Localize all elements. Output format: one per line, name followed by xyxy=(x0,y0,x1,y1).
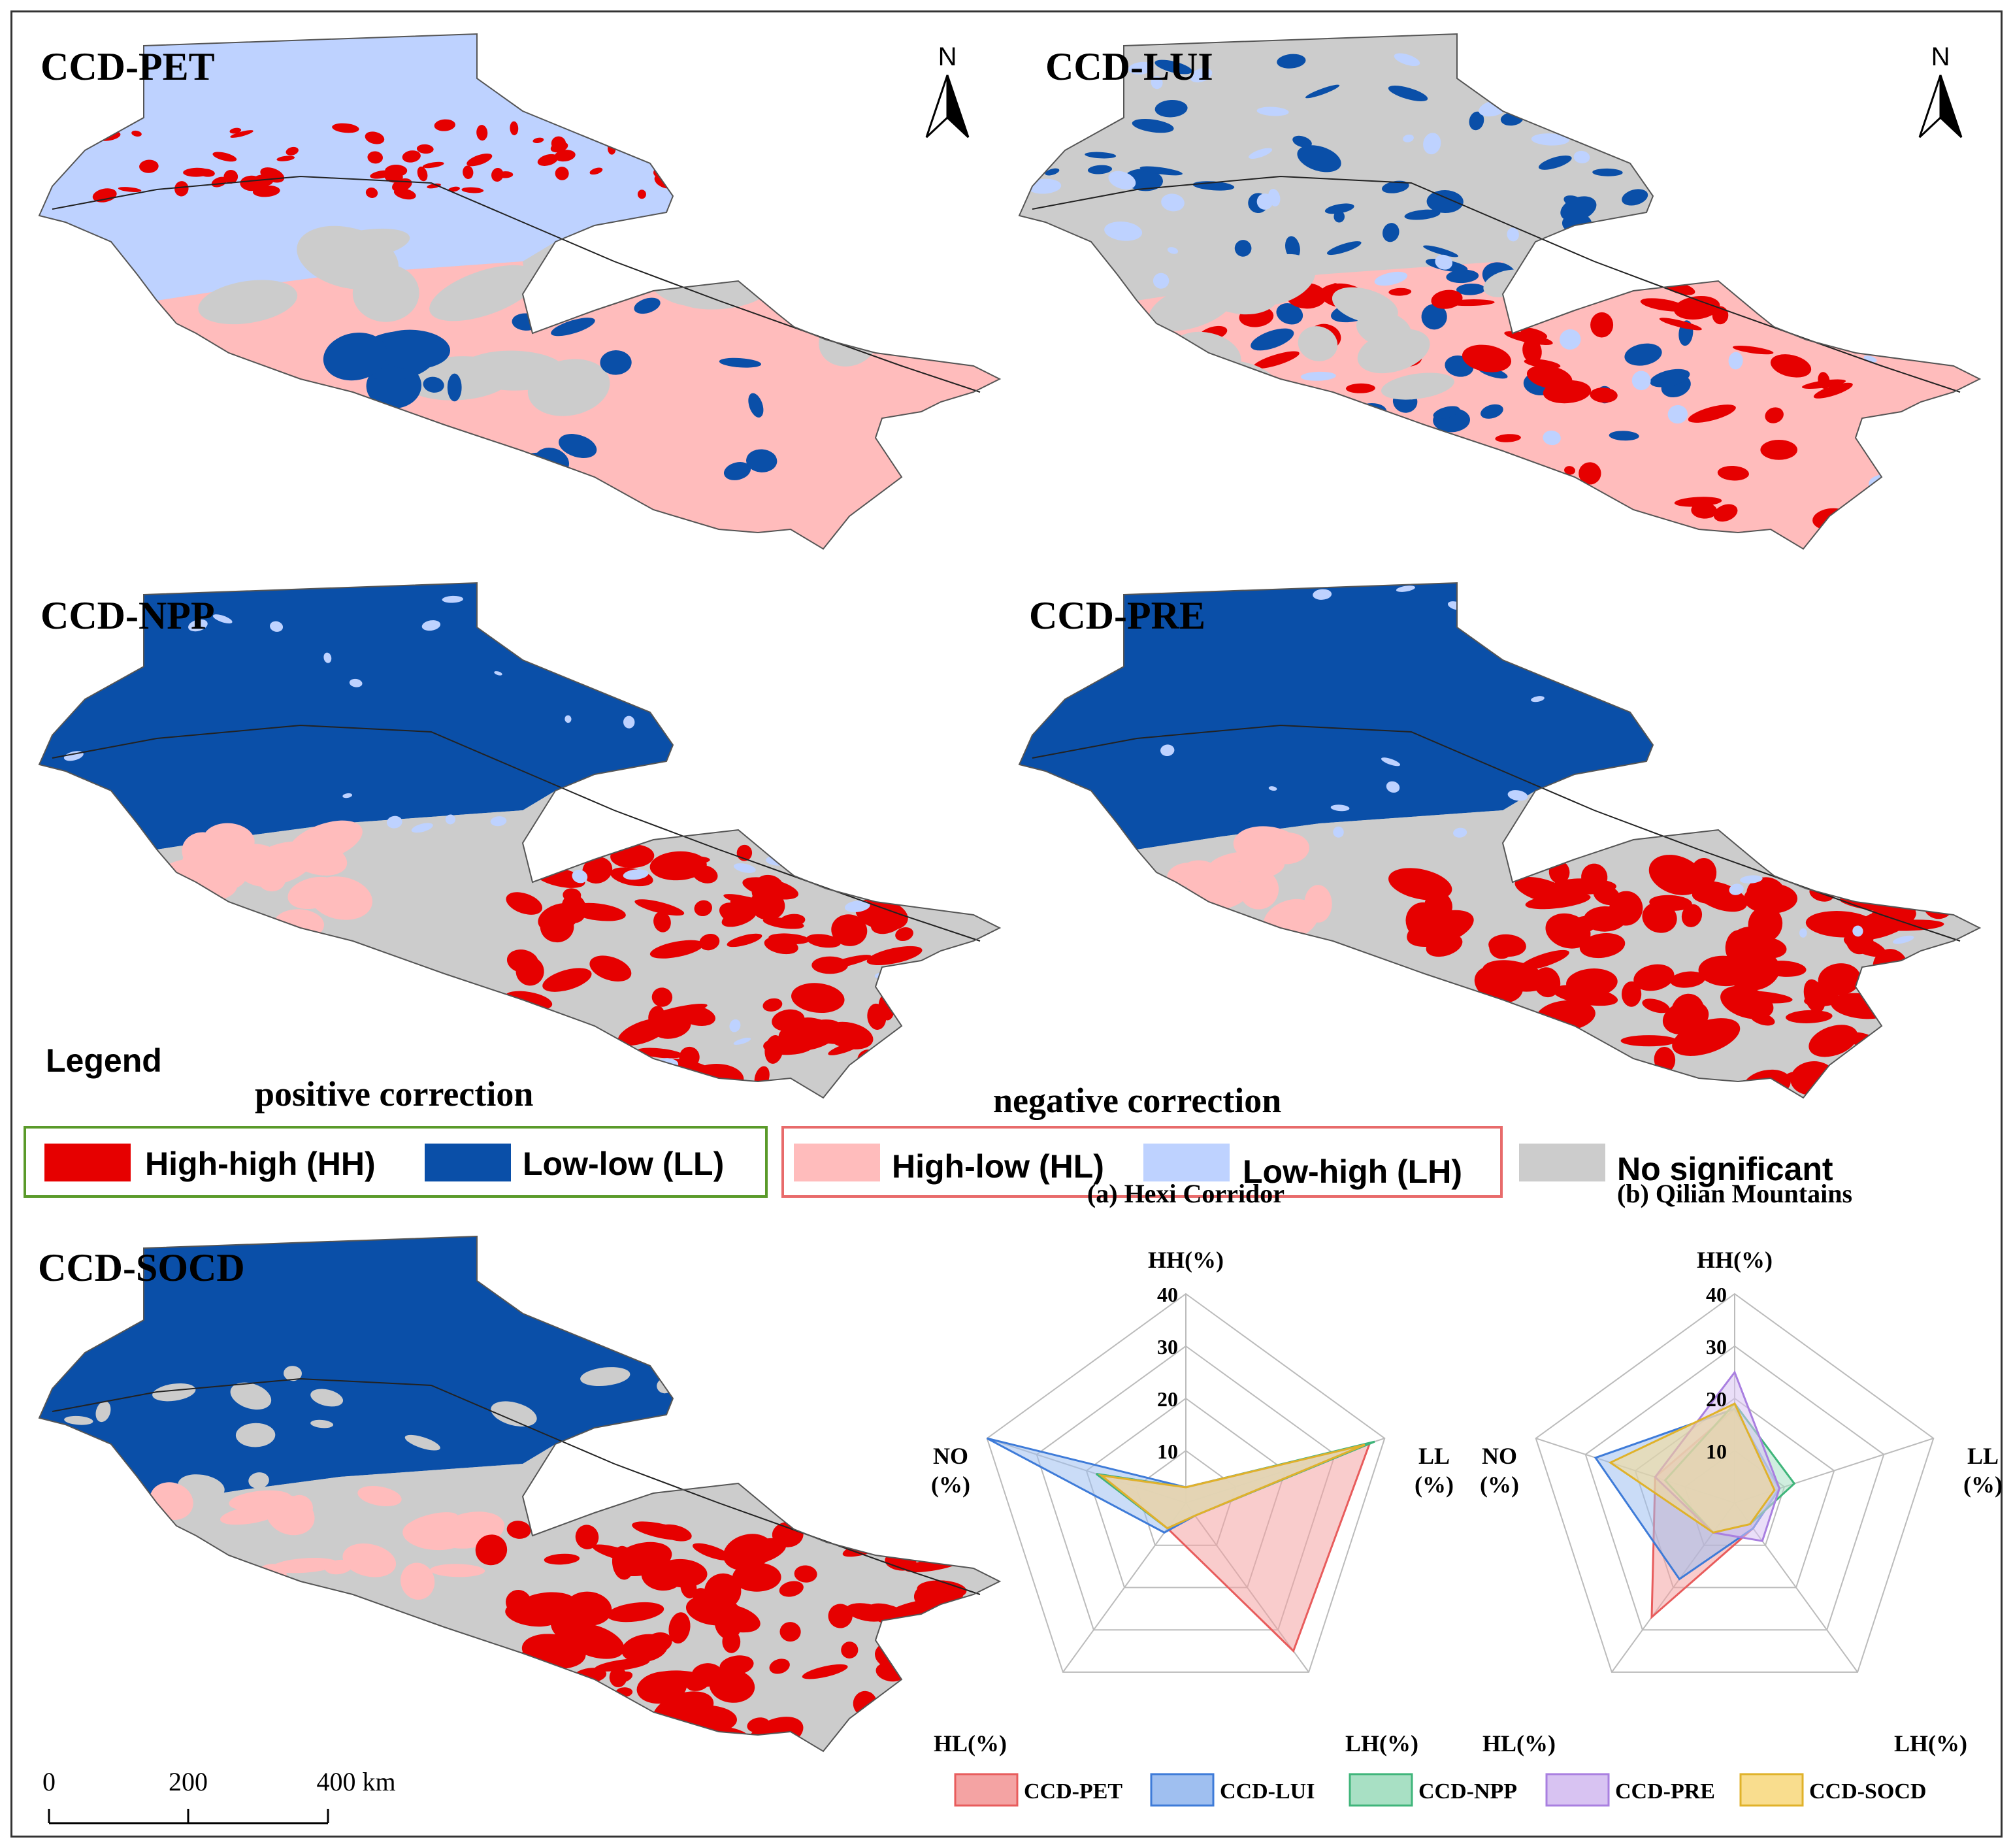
radar-legend-label: CCD-LUI xyxy=(1220,1779,1315,1804)
radar-legend-label: CCD-SOCD xyxy=(1809,1779,1926,1804)
radar-grid-ring xyxy=(1036,1345,1336,1631)
north-arrow-icon: N xyxy=(925,42,970,139)
legend-label-hl: High-low (HL) xyxy=(892,1148,1104,1185)
scale-label-400: 400 km xyxy=(316,1767,395,1796)
scale-label-200: 200 xyxy=(169,1767,208,1796)
legend-label-hh: High-high (HH) xyxy=(145,1146,376,1182)
map-title-ccd-pre: CCD-PRE xyxy=(1029,594,1205,637)
map-ccd-npp xyxy=(38,582,1002,1099)
map-ccd-pet xyxy=(38,33,1002,550)
legend: Legend positive correction negative corr… xyxy=(24,1042,1833,1198)
radar-legend-label: CCD-PET xyxy=(1024,1779,1122,1804)
map-title-ccd-npp: CCD-NPP xyxy=(41,594,215,637)
radar-series-ccd-socd xyxy=(1608,1402,1776,1534)
radar-tick-label: 10 xyxy=(1157,1440,1178,1463)
radar-grid-ring xyxy=(1584,1345,1885,1631)
positive-correction-label: positive correction xyxy=(255,1074,533,1114)
map-ccd-socd xyxy=(38,1235,1002,1753)
radar-legend-swatch xyxy=(1739,1773,1804,1807)
radar-legend-swatch xyxy=(954,1773,1019,1807)
legend-label-ll: Low-low (LL) xyxy=(523,1146,724,1182)
map-ccd-lui xyxy=(1018,33,1982,550)
radar-axis-label: LL (%) xyxy=(1415,1443,1454,1498)
radar-title: (a) Hexi Corridor xyxy=(1087,1179,1285,1208)
radar-series-ccd-socd xyxy=(1098,1444,1366,1530)
radar-legend: CCD-PET CCD-LUI CCD-NPP CCD-PRE CCD-SOCD xyxy=(954,1773,1926,1807)
positive-group-box xyxy=(24,1126,768,1198)
scale-label-0: 0 xyxy=(42,1767,56,1796)
map-title-ccd-pet: CCD-PET xyxy=(41,45,215,88)
legend-swatch-lh xyxy=(1143,1144,1230,1181)
legend-label-no: No significant xyxy=(1617,1151,1833,1187)
radar-grid-ring xyxy=(1535,1293,1935,1673)
radar-axis-label: HH(%) xyxy=(1697,1247,1773,1273)
legend-swatch-ll xyxy=(425,1144,511,1181)
negative-group-box xyxy=(781,1126,1503,1198)
radar-grid-ring xyxy=(1085,1397,1286,1589)
radar-tick-label: 30 xyxy=(1157,1335,1178,1359)
radar-axis-label: HL(%) xyxy=(1482,1730,1556,1757)
radar-axis-label: NO (%) xyxy=(1480,1443,1519,1498)
legend-swatch-no xyxy=(1519,1144,1605,1181)
radar-axis-label: LH(%) xyxy=(1894,1730,1967,1757)
radar-legend-label: CCD-NPP xyxy=(1418,1779,1517,1804)
radar-grid-ring xyxy=(986,1293,1386,1673)
radar-tick-label: 40 xyxy=(1157,1283,1178,1306)
north-arrow-icon: N xyxy=(1918,42,1963,139)
north-label: N xyxy=(1931,42,1950,71)
radar-chart-qilian-mountains: (b) Qilian Mountains 10 20 30 40 HH(%) LL (%) LH… xyxy=(1480,1179,2003,1757)
radar-chart-hexi-corridor: (a) Hexi Corridor 10 20 30 40 HH(%) LL (%) LH(%)… xyxy=(931,1179,1454,1757)
radar-axis-label: LL (%) xyxy=(1963,1443,2003,1498)
radar-axis-label: LH(%) xyxy=(1345,1730,1418,1757)
legend-label-lh: Low-high (LH) xyxy=(1243,1153,1462,1190)
radar-legend-swatch xyxy=(1349,1773,1413,1807)
radar-legend-swatch xyxy=(1150,1773,1215,1807)
legend-swatch-hh xyxy=(44,1144,131,1181)
radar-legend-label: CCD-PRE xyxy=(1615,1779,1715,1804)
radar-title: (b) Qilian Mountains xyxy=(1617,1179,1852,1208)
north-label: N xyxy=(938,42,957,71)
radar-axis-label: HL(%) xyxy=(934,1730,1007,1757)
negative-correction-label: negative correction xyxy=(993,1081,1281,1120)
radar-axis-label: NO (%) xyxy=(931,1443,970,1498)
radar-legend-swatch xyxy=(1545,1773,1610,1807)
map-ccd-pre xyxy=(1018,582,1982,1099)
map-title-ccd-socd: CCD-SOCD xyxy=(38,1246,245,1289)
radar-tick-label: 10 xyxy=(1706,1440,1727,1463)
legend-swatch-hl xyxy=(794,1144,880,1181)
radar-tick-label: 30 xyxy=(1706,1335,1727,1359)
radar-tick-label: 20 xyxy=(1157,1387,1178,1411)
figure-frame xyxy=(10,10,2003,1838)
scale-bar: 0 200 400 km xyxy=(42,1767,396,1824)
map-title-ccd-lui: CCD-LUI xyxy=(1045,45,1213,88)
legend-title: Legend xyxy=(46,1042,162,1079)
radar-tick-label: 20 xyxy=(1706,1387,1727,1411)
radar-axis-label: HH(%) xyxy=(1148,1247,1224,1273)
radar-tick-label: 40 xyxy=(1706,1283,1727,1306)
